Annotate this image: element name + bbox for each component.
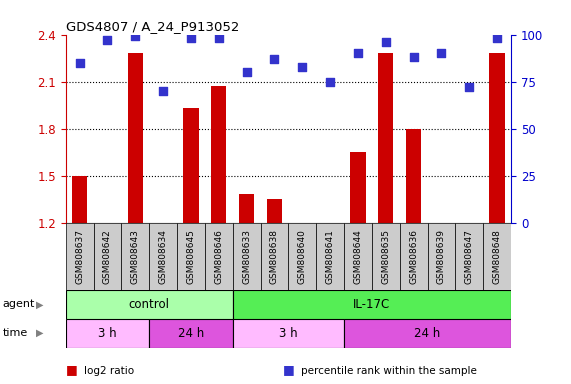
Bar xyxy=(239,195,254,223)
Bar xyxy=(400,223,428,290)
Text: log2 ratio: log2 ratio xyxy=(84,366,134,376)
Bar xyxy=(122,223,149,290)
Point xyxy=(214,35,223,41)
Point xyxy=(75,60,84,66)
Point xyxy=(437,50,446,56)
Bar xyxy=(149,223,177,290)
Bar xyxy=(66,223,94,290)
Text: GSM808641: GSM808641 xyxy=(325,229,335,284)
Bar xyxy=(267,199,282,223)
Text: GSM808647: GSM808647 xyxy=(465,229,474,284)
Bar xyxy=(94,223,122,290)
Text: agent: agent xyxy=(3,299,35,310)
Text: GSM808648: GSM808648 xyxy=(493,229,502,284)
Bar xyxy=(344,319,511,348)
Text: GSM808636: GSM808636 xyxy=(409,229,418,284)
Text: 3 h: 3 h xyxy=(98,327,116,339)
Text: 3 h: 3 h xyxy=(279,327,297,339)
Point xyxy=(353,50,363,56)
Point xyxy=(381,39,391,45)
Text: GSM808633: GSM808633 xyxy=(242,229,251,284)
Point xyxy=(325,79,335,85)
Bar xyxy=(428,223,456,290)
Text: ▶: ▶ xyxy=(36,299,43,310)
Text: GSM808643: GSM808643 xyxy=(131,229,140,284)
Bar xyxy=(233,290,511,319)
Bar xyxy=(233,319,344,348)
Point xyxy=(409,54,418,60)
Bar xyxy=(260,223,288,290)
Text: 24 h: 24 h xyxy=(415,327,441,339)
Bar xyxy=(233,223,260,290)
Bar xyxy=(378,53,393,223)
Text: GSM808646: GSM808646 xyxy=(214,229,223,284)
Bar xyxy=(406,129,421,223)
Bar xyxy=(456,223,483,290)
Text: GSM808634: GSM808634 xyxy=(159,229,168,284)
Text: time: time xyxy=(3,328,28,338)
Point xyxy=(465,84,474,90)
Point xyxy=(103,37,112,43)
Bar xyxy=(149,319,233,348)
Point xyxy=(159,88,168,94)
Point xyxy=(297,63,307,70)
Text: GSM808638: GSM808638 xyxy=(270,229,279,284)
Bar xyxy=(66,319,149,348)
Bar xyxy=(183,108,199,223)
Text: GSM808640: GSM808640 xyxy=(297,229,307,284)
Bar xyxy=(372,223,400,290)
Text: control: control xyxy=(128,298,170,311)
Bar xyxy=(316,223,344,290)
Text: GSM808637: GSM808637 xyxy=(75,229,84,284)
Bar xyxy=(66,290,233,319)
Point xyxy=(242,69,251,75)
Text: ▶: ▶ xyxy=(36,328,43,338)
Text: GSM808642: GSM808642 xyxy=(103,229,112,284)
Text: GSM808635: GSM808635 xyxy=(381,229,391,284)
Bar xyxy=(211,86,227,223)
Bar xyxy=(177,223,205,290)
Text: GDS4807 / A_24_P913052: GDS4807 / A_24_P913052 xyxy=(66,20,239,33)
Bar xyxy=(288,223,316,290)
Text: GSM808644: GSM808644 xyxy=(353,229,363,284)
Point xyxy=(270,56,279,62)
Point xyxy=(131,33,140,40)
Text: GSM808645: GSM808645 xyxy=(186,229,195,284)
Bar xyxy=(483,223,511,290)
Bar xyxy=(127,53,143,223)
Text: percentile rank within the sample: percentile rank within the sample xyxy=(301,366,477,376)
Point xyxy=(186,35,195,41)
Bar xyxy=(205,223,233,290)
Text: GSM808639: GSM808639 xyxy=(437,229,446,284)
Bar xyxy=(72,176,87,223)
Text: 24 h: 24 h xyxy=(178,327,204,339)
Point xyxy=(493,35,502,41)
Text: IL-17C: IL-17C xyxy=(353,298,391,311)
Text: ■: ■ xyxy=(66,363,78,376)
Text: ■: ■ xyxy=(283,363,295,376)
Bar xyxy=(489,53,505,223)
Bar xyxy=(350,152,365,223)
Bar xyxy=(344,223,372,290)
